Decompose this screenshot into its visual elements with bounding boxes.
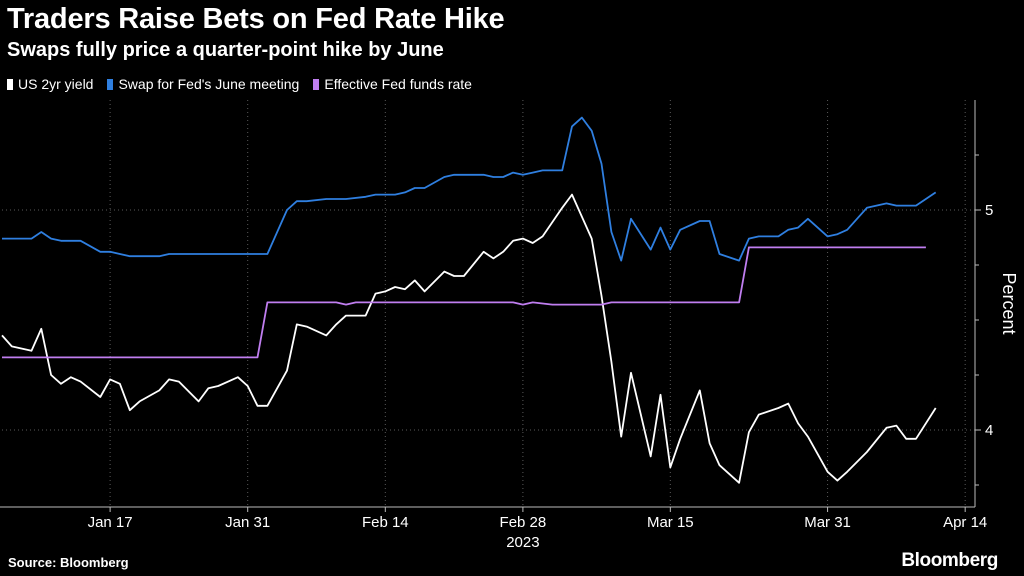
x-tick-label-5: Mar 31 xyxy=(804,514,851,531)
legend-swatch-swap-june xyxy=(107,78,114,90)
x-tick-label-4: Mar 15 xyxy=(647,514,694,531)
x-tick-label-0: Jan 17 xyxy=(88,514,133,531)
legend-item-us-2yr: US 2yr yield xyxy=(7,76,93,92)
x-tick-label-1: Jan 31 xyxy=(225,514,270,531)
legend-swatch-us-2yr xyxy=(7,78,13,90)
chart-legend: US 2yr yield Swap for Fed's June meeting… xyxy=(7,76,486,92)
series-line-0 xyxy=(1,193,937,484)
tick-labels: Jan 17 Jan 31 Feb 14 Feb 28 Mar 15 Mar 31 Apr … xyxy=(88,202,1019,551)
y-tick-label-1: 5 xyxy=(985,202,993,219)
x-tick-label-6: Apr 14 xyxy=(943,514,987,531)
x-tick-label-2: Feb 14 xyxy=(362,514,409,531)
grid xyxy=(2,100,975,507)
chart-subtitle: Swaps fully price a quarter-point hike b… xyxy=(7,39,444,61)
series-line-1 xyxy=(2,116,937,262)
series-line-2 xyxy=(2,246,926,359)
legend-item-swap-june: Swap for Fed's June meeting xyxy=(107,76,299,92)
legend-label-swap-june: Swap for Fed's June meeting xyxy=(118,76,300,92)
brand-logo: Bloomberg xyxy=(901,550,998,571)
x-year-label: 2023 xyxy=(506,534,539,551)
legend-label-fed-funds: Effective Fed funds rate xyxy=(324,76,472,92)
legend-swatch-fed-funds xyxy=(313,78,320,90)
chart-title: Traders Raise Bets on Fed Rate Hike xyxy=(7,3,505,35)
x-tick-label-3: Feb 28 xyxy=(500,514,547,531)
axes xyxy=(0,100,981,512)
legend-label-us-2yr: US 2yr yield xyxy=(18,76,94,92)
series-lines xyxy=(1,116,937,484)
y-tick-label-0: 4 xyxy=(985,422,993,439)
legend-item-fed-funds: Effective Fed funds rate xyxy=(313,76,472,92)
y-axis-title: Percent xyxy=(999,272,1019,334)
source-note: Source: Bloomberg xyxy=(8,555,129,570)
